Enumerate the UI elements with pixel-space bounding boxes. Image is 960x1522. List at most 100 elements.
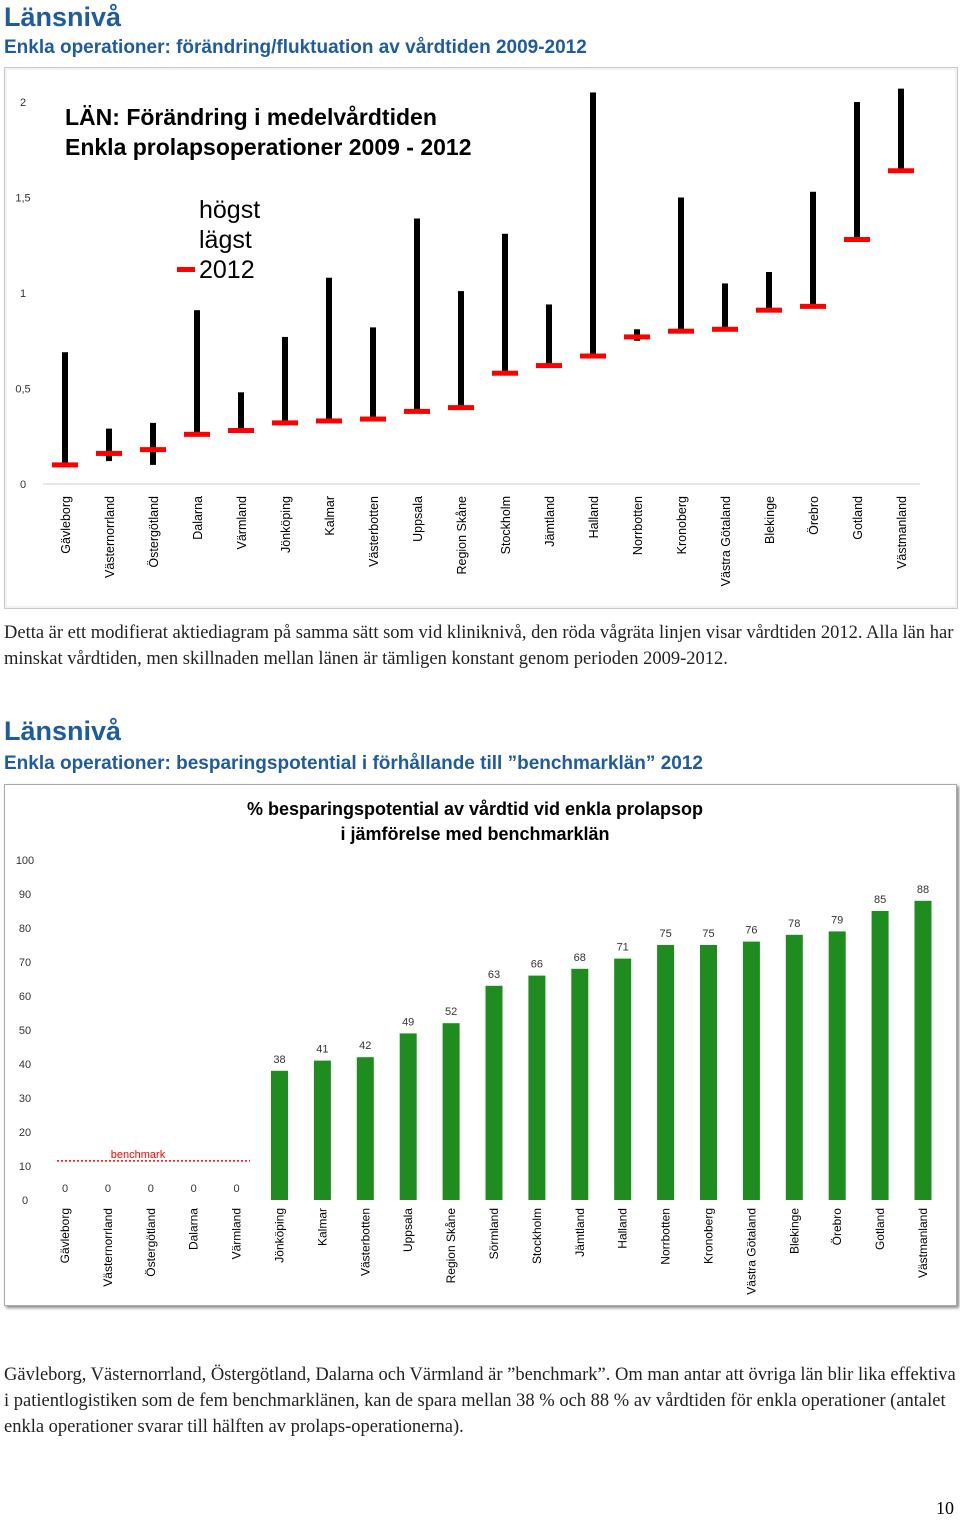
marker-2012	[756, 307, 782, 313]
chart1-x-tick-label: Stockholm	[499, 496, 513, 554]
chart1-x-tick-label: Blekinge	[763, 496, 777, 544]
bar	[871, 911, 889, 1200]
chart1-x-tick-label: Gotland	[851, 496, 865, 540]
chart2-y-tick-label: 90	[19, 889, 31, 901]
chart1-x-tick-label: Jämtland	[543, 496, 557, 547]
chart1-x-tick-label: Västernorrland	[103, 496, 117, 578]
bar-value-label: 49	[402, 1016, 414, 1028]
marker-2012	[492, 370, 518, 376]
bar	[528, 975, 546, 1200]
chart2-y-tick-label: 0	[22, 1195, 28, 1207]
high-low-bar	[62, 352, 68, 465]
chart2-x-tick-label: Dalarna	[187, 1208, 201, 1250]
high-low-bar	[722, 283, 728, 330]
chart1-x-tick-label: Uppsala	[411, 496, 425, 542]
chart2-y-tick-label: 50	[19, 1025, 31, 1037]
bar-value-label: 0	[62, 1183, 68, 1195]
bar	[442, 1023, 460, 1200]
chart1-x-tick-label: Norrbotten	[631, 496, 645, 555]
chart1-x-tick-label: Kronoberg	[675, 496, 689, 554]
bar-value-label: 85	[874, 894, 886, 906]
bar	[742, 941, 760, 1200]
chart2-title: % besparingspotential av vårdtid vid enk…	[247, 799, 703, 819]
marker-2012	[800, 303, 826, 309]
chart1-x-tick-label: Östergötland	[147, 496, 161, 568]
chart2-y-tick-label: 40	[19, 1059, 31, 1071]
chart1-x-tick-label: Örebro	[807, 496, 821, 535]
high-low-bar	[282, 336, 288, 425]
chart2-x-tick-label: Halland	[616, 1208, 630, 1249]
high-low-bar	[106, 428, 112, 462]
bar	[614, 958, 632, 1200]
high-low-bar	[546, 304, 552, 368]
chart1-y-tick-label: 2	[20, 97, 26, 109]
chart2-x-tick-label: Gotland	[873, 1208, 887, 1250]
high-low-bar	[854, 102, 860, 240]
chart1-title: LÄN: Förändring i medelvårdtiden	[65, 104, 437, 130]
bar-value-label: 0	[234, 1183, 240, 1195]
chart2-x-tick-label: Västernorrland	[101, 1208, 115, 1287]
paragraph-2: Gävleborg, Västernorrland, Östergötland,…	[4, 1365, 956, 1437]
chart2-x-tick-label: Uppsala	[401, 1208, 415, 1252]
marker-2012	[536, 363, 562, 369]
chart2-x-tick-label: Västra Götaland	[744, 1208, 758, 1295]
chart2-y-tick-label: 70	[19, 957, 31, 969]
high-low-bar	[678, 197, 684, 332]
chart2-x-tick-label: Västmanland	[916, 1208, 930, 1278]
chart1-x-tick-label: Jönköping	[279, 496, 293, 553]
bar-value-label: 41	[316, 1044, 328, 1056]
high-low-bar	[370, 327, 376, 420]
chart1-subtitle: Enkla prolapsoperationer 2009 - 2012	[65, 134, 472, 160]
marker-2012	[712, 326, 738, 332]
marker-2012	[184, 431, 210, 437]
bar-value-label: 63	[488, 969, 500, 981]
chart2-x-tick-label: Kronoberg	[702, 1208, 716, 1264]
bar-value-label: 66	[531, 959, 543, 971]
high-low-bar	[238, 392, 244, 433]
chart1-y-tick-label: 0	[20, 479, 26, 491]
high-low-bar	[898, 88, 904, 171]
bar-value-label: 75	[702, 928, 714, 940]
bar-value-label: 71	[617, 942, 629, 954]
chart2-subtitle: i jämförelse med benchmarklän	[340, 824, 609, 844]
marker-2012	[404, 408, 430, 414]
marker-2012	[52, 462, 78, 468]
legend-high-label: högst	[199, 196, 260, 224]
bar-value-label: 52	[445, 1006, 457, 1018]
marker-2012	[448, 405, 474, 411]
chart1-x-tick-label: Värmland	[235, 496, 249, 550]
section2-subheading: Enkla operationer: besparingspotential i…	[4, 753, 703, 774]
bar	[914, 900, 932, 1200]
marker-2012	[96, 450, 122, 456]
bar	[785, 934, 803, 1200]
chart1-x-tick-label: Västmanland	[895, 496, 909, 569]
chart2-x-tick-label: Gävleborg	[58, 1208, 72, 1263]
high-low-bar	[502, 233, 508, 374]
chart1-x-tick-label: Region Skåne	[455, 496, 469, 575]
chart2-y-tick-label: 80	[19, 923, 31, 935]
section1-subheading: Enkla operationer: förändring/fluktuatio…	[4, 37, 587, 58]
high-low-bar	[766, 271, 772, 311]
chart1-y-tick-label: 1,5	[15, 193, 30, 205]
chart1-y-tick-label: 1	[20, 288, 26, 300]
marker-2012	[228, 428, 254, 434]
marker-2012	[140, 447, 166, 453]
chart1-x-tick-label: Kalmar	[323, 496, 337, 536]
chart2-y-tick-label: 20	[19, 1127, 31, 1139]
bar	[571, 968, 589, 1200]
chart2-x-tick-label: Östergötland	[144, 1208, 158, 1277]
bar-value-label: 0	[148, 1183, 154, 1195]
chart1-marks	[52, 88, 914, 468]
chart1-y-tick-label: 0,5	[15, 384, 30, 396]
bar	[485, 985, 503, 1200]
stock-chart: LÄN: Förändring i medelvårdtiden Enkla p…	[15, 88, 920, 586]
chart2-axis: 0 10 20 30 40 50 60 70 80 90 100 benchmark Gävleborg…	[16, 855, 930, 1295]
chart2-x-tick-label: Jämtland	[573, 1208, 587, 1257]
chart2-x-tick-label: Norrbotten	[659, 1208, 673, 1265]
chart2-y-tick-label: 60	[19, 991, 31, 1003]
high-low-bar	[326, 277, 332, 421]
chart2-x-tick-label: Sörmland	[487, 1208, 501, 1259]
chart1-x-tick-label: Gävleborg	[59, 496, 73, 554]
bar	[356, 1057, 374, 1200]
section1-heading: Länsnivå	[4, 2, 122, 32]
